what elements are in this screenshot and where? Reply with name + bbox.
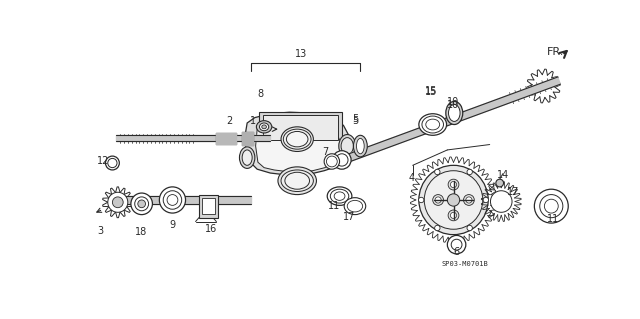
Text: 6: 6 (454, 247, 460, 257)
Circle shape (490, 191, 512, 212)
Text: 12: 12 (97, 157, 109, 167)
Ellipse shape (449, 105, 460, 122)
Ellipse shape (356, 138, 364, 154)
Ellipse shape (422, 116, 444, 133)
Ellipse shape (446, 101, 463, 124)
Circle shape (159, 187, 186, 213)
Text: 17: 17 (344, 212, 356, 222)
Circle shape (448, 210, 459, 221)
Circle shape (419, 197, 424, 203)
Circle shape (131, 193, 152, 215)
Circle shape (451, 212, 456, 219)
Circle shape (138, 200, 145, 208)
Circle shape (336, 154, 348, 166)
Circle shape (433, 195, 444, 205)
Bar (202, 198, 215, 214)
Text: 15: 15 (425, 87, 437, 97)
Text: 16: 16 (205, 224, 217, 234)
Circle shape (326, 156, 337, 167)
Ellipse shape (239, 147, 255, 168)
Ellipse shape (353, 135, 367, 157)
Text: 2: 2 (227, 116, 232, 126)
Ellipse shape (339, 135, 356, 158)
Ellipse shape (259, 123, 269, 131)
Circle shape (435, 197, 441, 203)
Ellipse shape (426, 119, 440, 130)
Ellipse shape (330, 189, 349, 203)
Circle shape (448, 179, 459, 190)
Circle shape (534, 189, 568, 223)
Ellipse shape (242, 150, 252, 165)
Ellipse shape (285, 172, 310, 189)
Circle shape (135, 197, 148, 211)
Ellipse shape (278, 167, 316, 195)
Circle shape (324, 154, 340, 169)
Circle shape (447, 235, 466, 254)
Circle shape (424, 171, 483, 229)
Ellipse shape (262, 125, 266, 129)
Circle shape (106, 156, 119, 170)
Text: 11: 11 (328, 201, 340, 211)
Circle shape (167, 195, 178, 205)
Text: 3: 3 (98, 226, 104, 236)
Text: 15: 15 (425, 85, 437, 96)
Ellipse shape (344, 198, 365, 215)
Bar (262, 115, 338, 140)
Circle shape (419, 165, 488, 235)
Text: 4: 4 (408, 174, 414, 183)
Bar (200, 195, 218, 218)
Text: 18: 18 (135, 227, 147, 237)
Circle shape (466, 197, 472, 203)
Ellipse shape (327, 187, 352, 205)
Polygon shape (246, 112, 349, 175)
Text: 9: 9 (170, 220, 175, 230)
Ellipse shape (257, 121, 272, 133)
Ellipse shape (281, 170, 314, 191)
Circle shape (113, 197, 123, 208)
Text: 5: 5 (353, 116, 359, 126)
Circle shape (435, 169, 440, 175)
Circle shape (435, 225, 440, 231)
Circle shape (108, 192, 128, 212)
Ellipse shape (419, 114, 447, 135)
Text: 10: 10 (447, 100, 460, 110)
Ellipse shape (287, 131, 308, 147)
Circle shape (496, 179, 504, 187)
Circle shape (467, 169, 472, 175)
Text: 13: 13 (295, 49, 307, 59)
Circle shape (447, 194, 460, 206)
Text: 7: 7 (322, 147, 328, 157)
Circle shape (467, 225, 472, 231)
Circle shape (451, 239, 462, 250)
Polygon shape (255, 121, 340, 172)
Text: 11: 11 (547, 214, 559, 224)
Text: 5: 5 (353, 114, 359, 124)
Text: 17: 17 (507, 187, 519, 197)
Text: FR.: FR. (547, 47, 564, 57)
Circle shape (163, 191, 182, 209)
Ellipse shape (348, 200, 363, 212)
Circle shape (333, 151, 351, 169)
Text: SP03-M0701B: SP03-M0701B (442, 261, 488, 267)
Text: 1: 1 (250, 116, 255, 126)
Circle shape (545, 199, 558, 213)
Circle shape (451, 182, 456, 188)
Text: 10: 10 (447, 97, 460, 107)
Ellipse shape (281, 127, 314, 152)
Ellipse shape (341, 137, 353, 154)
Circle shape (540, 195, 563, 218)
Text: 14: 14 (497, 170, 509, 180)
Circle shape (483, 197, 488, 203)
Ellipse shape (334, 192, 345, 200)
Polygon shape (342, 77, 561, 164)
Ellipse shape (284, 129, 311, 149)
Circle shape (108, 159, 117, 168)
Circle shape (463, 195, 474, 205)
Text: 8: 8 (257, 89, 263, 99)
Bar (259, 112, 342, 143)
